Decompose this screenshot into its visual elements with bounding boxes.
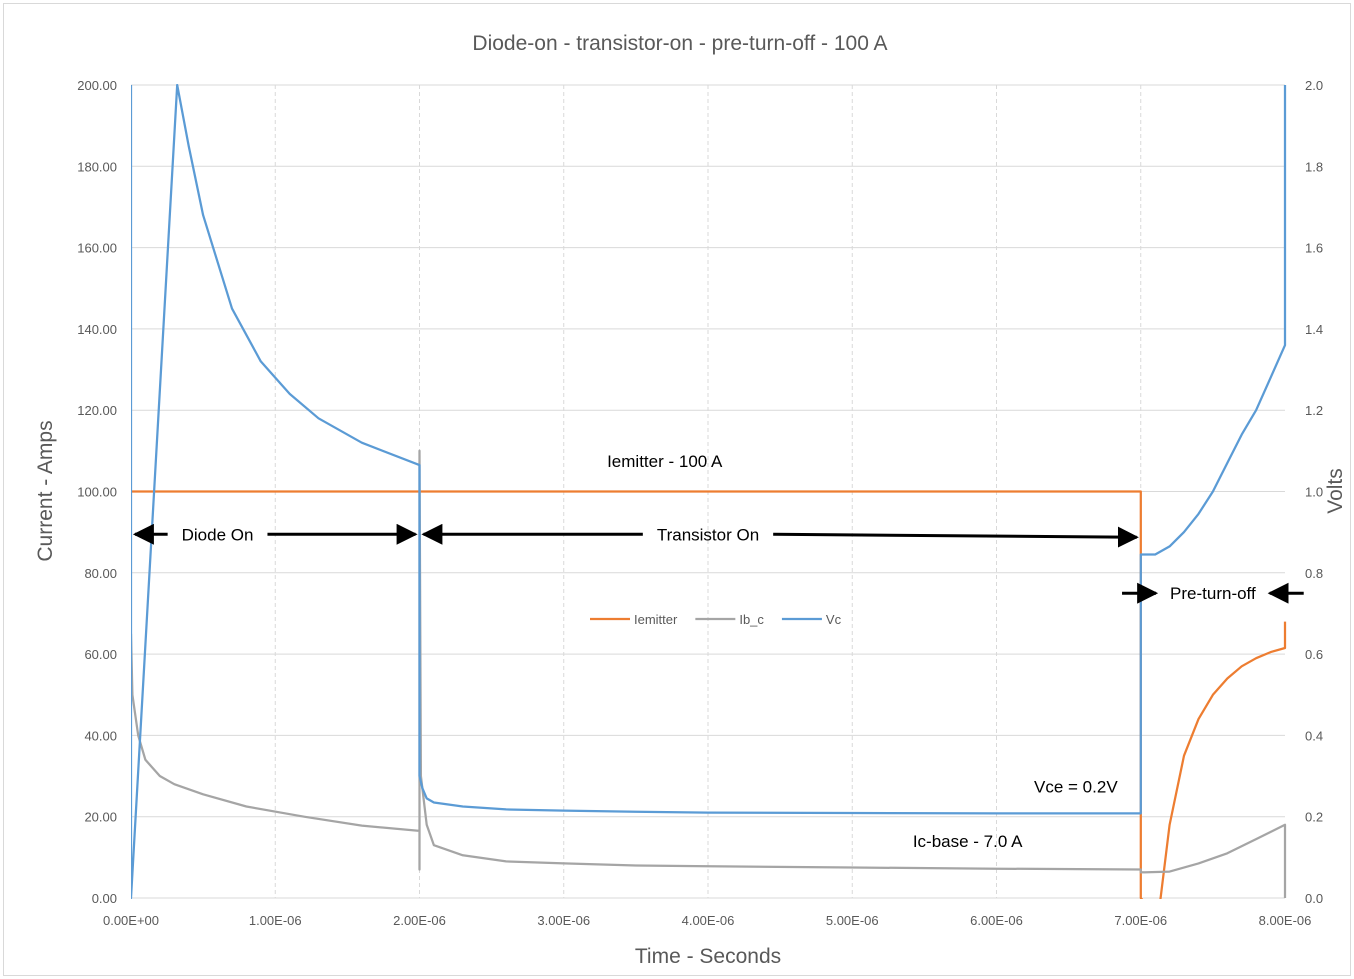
y2-tick-label: 0.2 <box>1305 810 1323 825</box>
annotation-label: Diode On <box>182 525 254 544</box>
y-tick-label: 140.00 <box>77 322 117 337</box>
annotation-label: Transistor On <box>657 525 759 544</box>
y-tick-label: 200.00 <box>77 78 117 93</box>
x-tick-label: 8.00E-06 <box>1259 913 1312 928</box>
x-axis-title: Time - Seconds <box>635 945 781 968</box>
y-tick-label: 180.00 <box>77 159 117 174</box>
legend-entry: Vc <box>826 612 842 627</box>
annotation-label: Iemitter - 100 A <box>607 452 723 471</box>
x-tick-label: 7.00E-06 <box>1114 913 1167 928</box>
annotation-label: Pre-turn-off <box>1170 584 1256 603</box>
annotation-layer: Iemitter - 100 A Diode On Transistor On Pre… <box>132 452 1304 851</box>
x-tick-label: 6.00E-06 <box>970 913 1023 928</box>
x-tick-label: 0.00E+00 <box>103 913 159 928</box>
series-line-vc <box>131 84 1287 899</box>
legend: Iemitter Ib_c Vc <box>590 612 842 627</box>
series-line-ib-c <box>131 449 1287 898</box>
annotation-label: Ic-base - 7.0 A <box>913 832 1023 851</box>
x-tick-label: 4.00E-06 <box>682 913 735 928</box>
y-tick-label: 20.00 <box>84 810 117 825</box>
y2-tick-label: 1.4 <box>1305 322 1323 337</box>
chart-title: Diode-on - transistor-on - pre-turn-off … <box>472 32 887 55</box>
y2-tick-label: 1.0 <box>1305 485 1323 500</box>
y2-tick-label: 0.4 <box>1305 728 1323 743</box>
y2-tick-label: 1.6 <box>1305 241 1323 256</box>
y-tick-label: 160.00 <box>77 241 117 256</box>
y-tick-label: 0.00 <box>92 891 117 906</box>
y-tick-label: 60.00 <box>84 647 117 662</box>
x-tick-label: 3.00E-06 <box>537 913 590 928</box>
x-tick-label: 5.00E-06 <box>826 913 879 928</box>
y-tick-label: 40.00 <box>84 728 117 743</box>
y-axis-title: Current - Amps <box>34 420 57 561</box>
y-tick-label: 100.00 <box>77 485 117 500</box>
y-tick-label: 80.00 <box>84 566 117 581</box>
x-tick-label: 2.00E-06 <box>393 913 446 928</box>
annotation-arrow <box>773 526 1139 548</box>
y2-tick-label: 1.8 <box>1305 159 1323 174</box>
series-layer <box>131 84 1287 899</box>
y2-tick-label: 0.6 <box>1305 647 1323 662</box>
legend-entry: Iemitter <box>634 612 678 627</box>
y-tick-label: 120.00 <box>77 403 117 418</box>
y2-tick-label: 0.0 <box>1305 891 1323 906</box>
x-tick-label: 1.00E-06 <box>249 913 302 928</box>
y2-tick-label: 1.2 <box>1305 403 1323 418</box>
y2-tick-label: 0.8 <box>1305 566 1323 581</box>
y2-axis-title: Volts <box>1324 468 1347 514</box>
annotation-label: Vce = 0.2V <box>1034 777 1118 796</box>
y2-tick-label: 2.0 <box>1305 78 1323 93</box>
axes: 0.00 20.00 40.00 60.00 80.00 100.00 120.00 140.… <box>77 78 1323 928</box>
legend-entry: Ib_c <box>739 612 764 627</box>
